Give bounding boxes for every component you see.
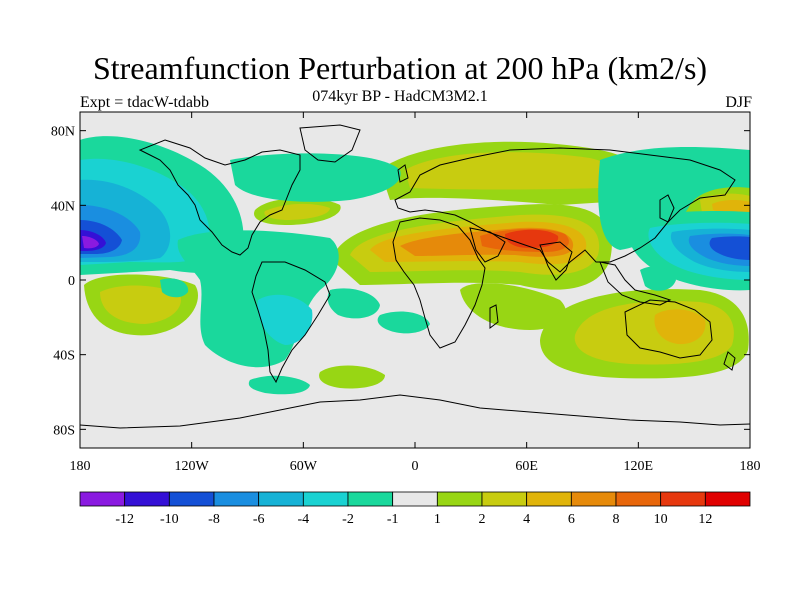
contour-region (257, 294, 313, 345)
coastlines (80, 124, 750, 429)
colorbar-label: 12 (698, 512, 712, 527)
contour-fill-layer (80, 136, 750, 395)
coastline-north-america (138, 139, 301, 256)
coastline-south-america (251, 261, 331, 384)
colorbar-label: -2 (342, 512, 354, 527)
lon-tick-label: 60E (515, 459, 538, 474)
colorbar-swatch (302, 491, 349, 507)
lon-tick-label: 60W (290, 459, 318, 474)
contour-region (712, 199, 750, 215)
map-panel: 80N 40N 0 40S 80S 180 120W 60W 0 60E 120E 180 (51, 111, 761, 474)
contour-region (160, 278, 189, 298)
contour-region (319, 365, 385, 389)
colorbar: -12 -10 -8 -6 -4 -2 -1 1 2 4 6 8 10 12 (79, 491, 751, 527)
contour-region (377, 311, 430, 334)
coastline-europe-asia (394, 147, 736, 273)
lon-tick-label: 180 (740, 459, 761, 474)
lat-tick-label: 40S (53, 349, 75, 364)
contour-region (505, 229, 559, 248)
colorbar-swatch (660, 491, 706, 507)
coastline-new-zealand (723, 351, 736, 371)
colorbar-label: 8 (613, 512, 620, 527)
contour-region (654, 309, 706, 345)
contour-region (100, 285, 181, 324)
colorbar-label: -8 (208, 512, 220, 527)
contour-region (230, 153, 401, 202)
colorbar-swatch (347, 491, 394, 507)
colorbar-swatch (570, 491, 617, 507)
colorbar-swatch (258, 491, 304, 507)
lat-tick-label: 80S (53, 423, 75, 438)
colorbar-swatch (79, 491, 126, 507)
colorbar-label: 1 (434, 512, 441, 527)
coastline-africa (392, 217, 486, 349)
colorbar-swatch (124, 491, 170, 507)
axis-ticks: 80N 40N 0 40S 80S 180 120W 60W 0 60E 120E 180 (51, 112, 761, 474)
contour-region (327, 288, 380, 319)
coastline-india (539, 241, 573, 281)
colorbar-label: 4 (523, 512, 530, 527)
colorbar-label: -4 (297, 512, 309, 527)
lon-tick-label: 180 (70, 459, 91, 474)
contour-region (640, 266, 676, 291)
coastline-arabia (469, 227, 506, 263)
experiment-label: Expt = tdacW-tdabb (80, 94, 209, 111)
coastline-uk (397, 164, 409, 183)
season-label: DJF (725, 94, 752, 111)
colorbar-swatch (392, 491, 438, 507)
chart-title: Streamfunction Perturbation at 200 hPa (… (92, 50, 708, 86)
lon-tick-label: 0 (412, 459, 419, 474)
colorbar-label: -6 (253, 512, 265, 527)
contour-region (709, 236, 750, 260)
chart-subtitle: 074kyr BP - HadCM3M2.1 (312, 88, 488, 105)
contour-region (177, 230, 339, 368)
coastline-antarctica (80, 394, 750, 429)
colorbar-label: 2 (479, 512, 486, 527)
colorbar-swatch (213, 491, 260, 507)
colorbar-swatch (481, 491, 528, 507)
colorbar-swatch (168, 491, 215, 507)
colorbar-label: 6 (568, 512, 575, 527)
coastline-southeast-asia (599, 261, 672, 306)
lat-tick-label: 80N (51, 125, 75, 140)
coastline-madagascar (489, 304, 499, 329)
lat-tick-label: 0 (68, 274, 75, 289)
lat-tick-label: 40N (51, 199, 75, 214)
colorbar-swatch (704, 491, 751, 507)
colorbar-swatch (526, 491, 572, 507)
colorbar-label: 10 (654, 512, 668, 527)
coastline-greenland (299, 124, 361, 163)
contour-region (460, 283, 566, 330)
colorbar-label: -1 (387, 512, 399, 527)
contour-region (248, 375, 310, 395)
coastline-japan (659, 194, 675, 223)
lon-tick-label: 120W (175, 459, 210, 474)
colorbar-label: -10 (160, 512, 179, 527)
lon-tick-label: 120E (624, 459, 654, 474)
contour-region (82, 236, 99, 249)
colorbar-swatch (436, 491, 483, 507)
coastline-australia (624, 299, 713, 359)
colorbar-swatch (615, 491, 662, 507)
contour-region (264, 203, 330, 220)
colorbar-label: -12 (115, 512, 134, 527)
